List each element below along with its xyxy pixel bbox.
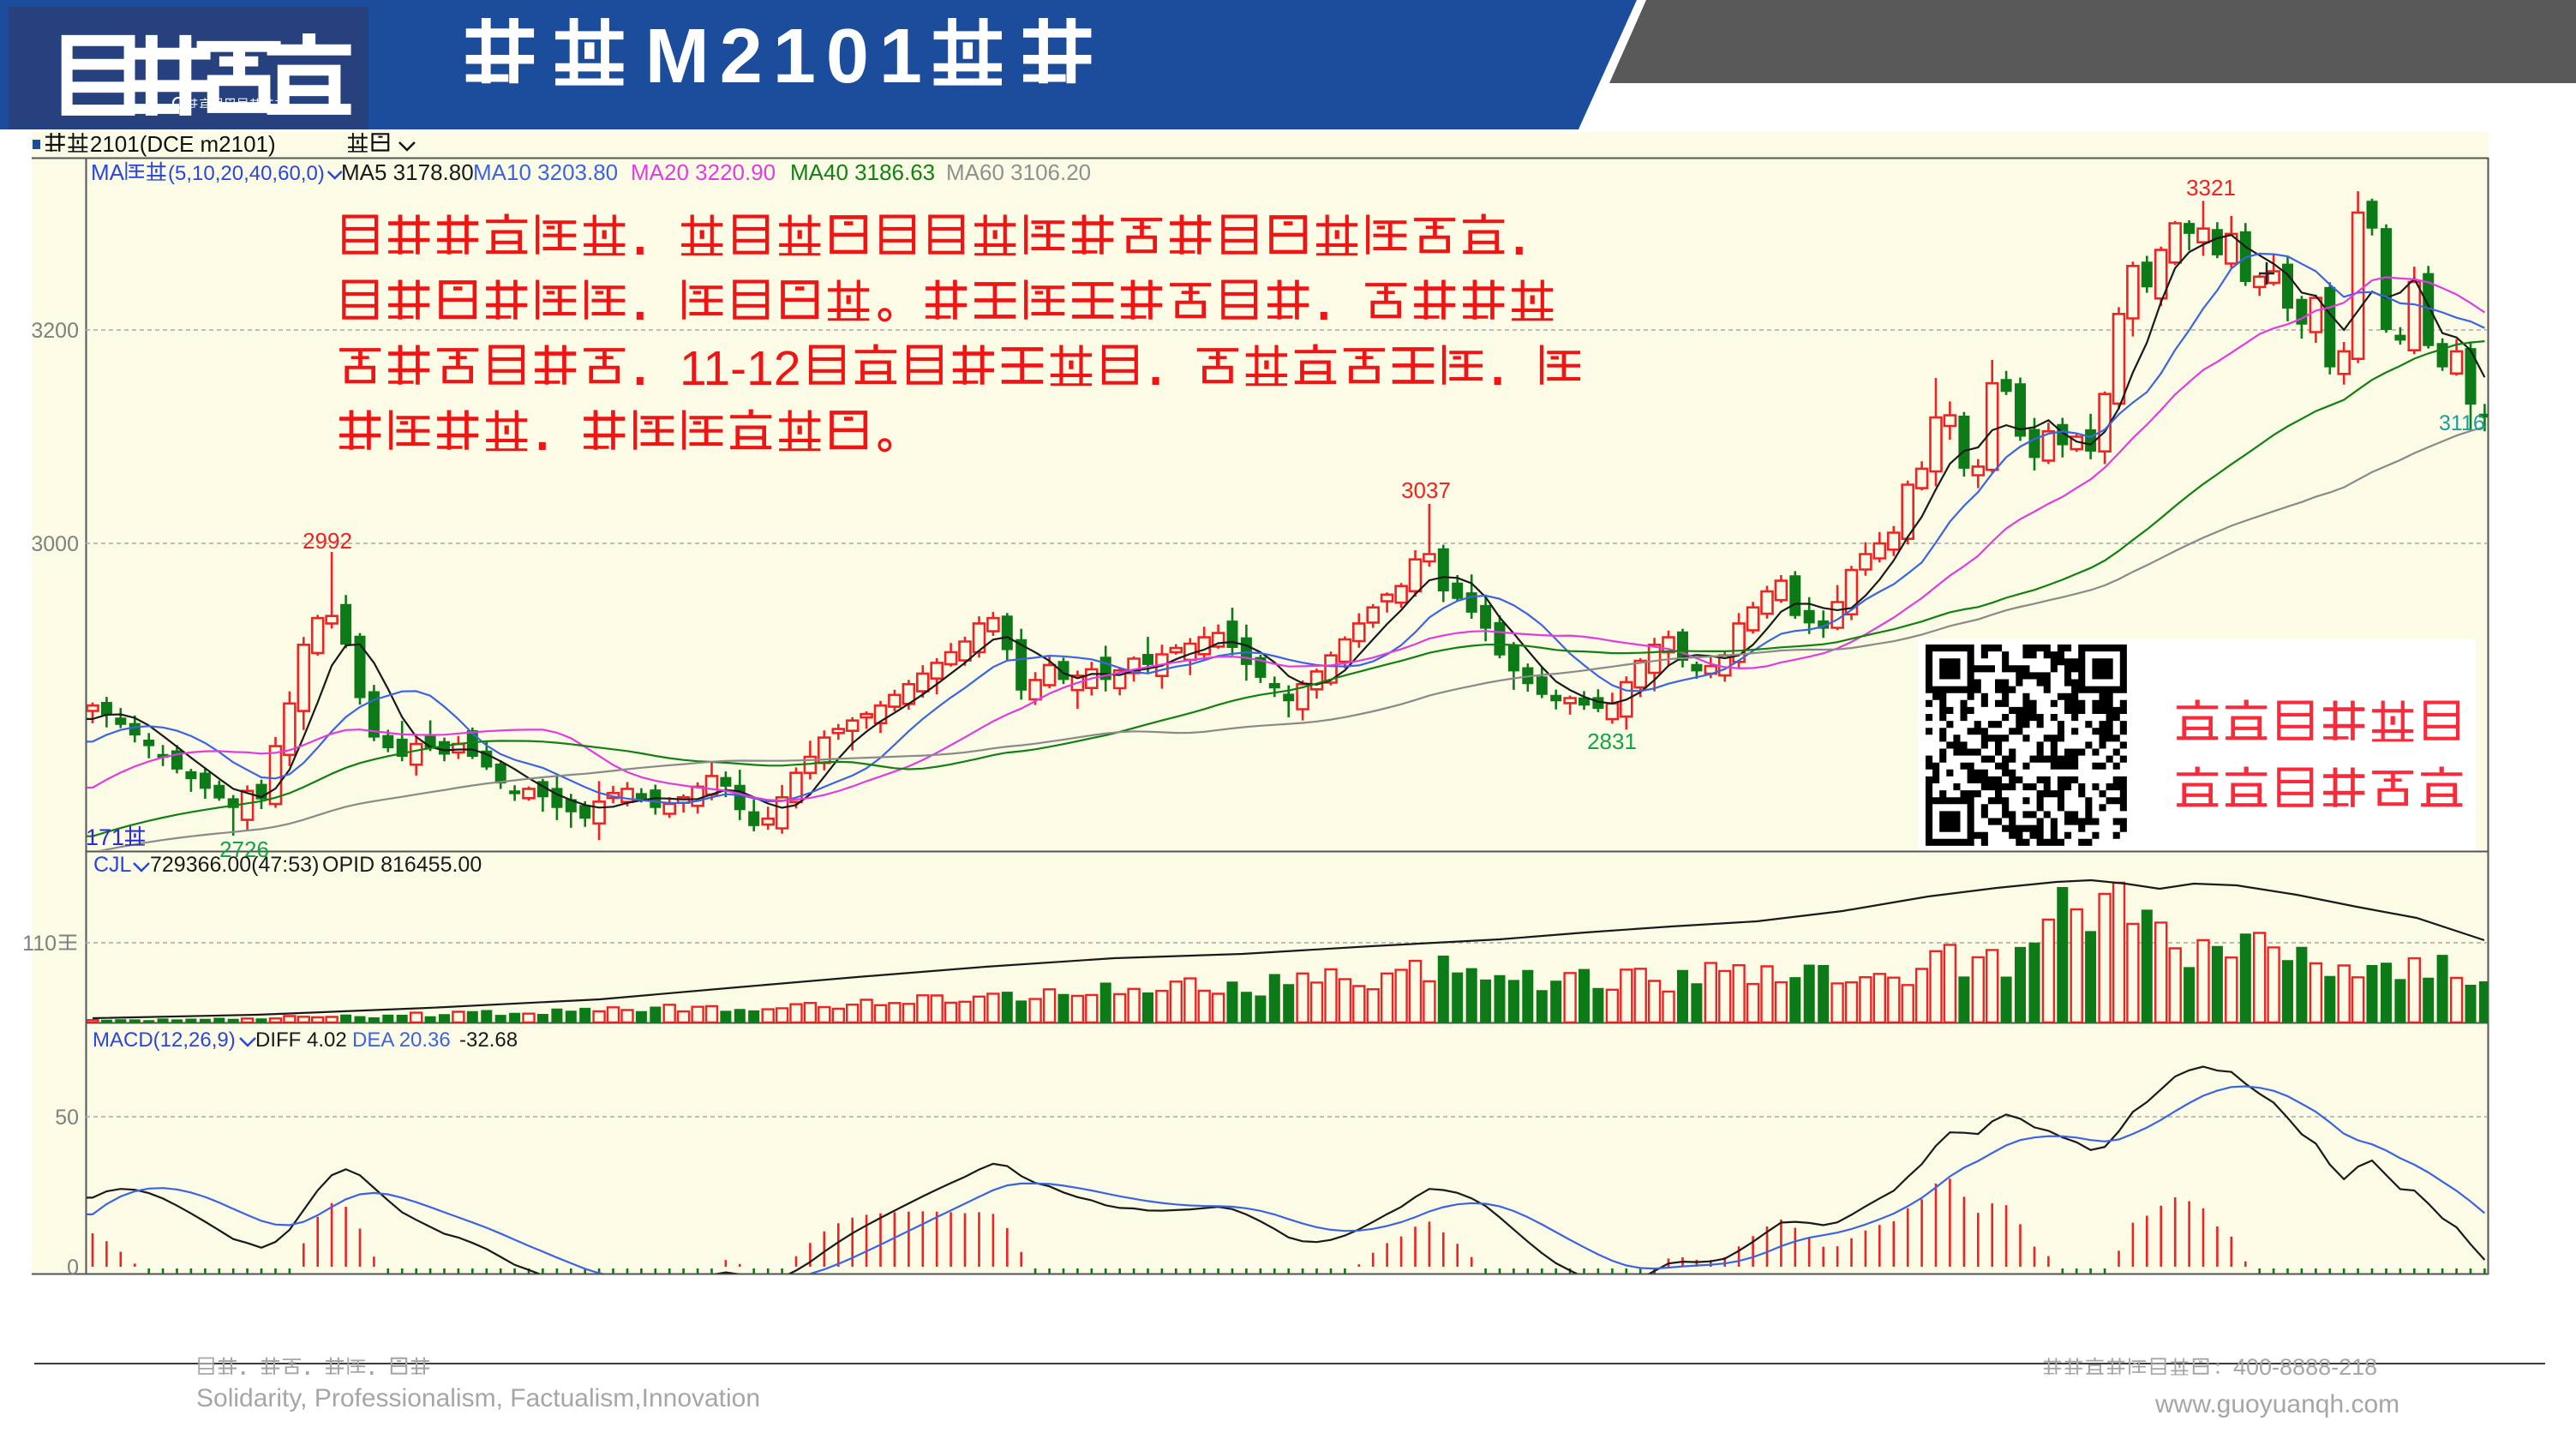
svg-text:2101(DCE m2101): 2101(DCE m2101) <box>90 131 276 157</box>
svg-text:-32.68: -32.68 <box>459 1028 518 1052</box>
svg-text:MA60 3106.20: MA60 3106.20 <box>946 159 1091 185</box>
svg-text:3116: 3116 <box>2439 411 2485 435</box>
svg-text:MA40 3186.63: MA40 3186.63 <box>790 159 935 185</box>
svg-text:www.guoyuanqh.com: www.guoyuanqh.com <box>2154 1390 2399 1418</box>
svg-text:0: 0 <box>67 1256 79 1280</box>
svg-text:MA5 3178.80: MA5 3178.80 <box>341 159 474 185</box>
svg-text:DEA 20.36: DEA 20.36 <box>352 1028 451 1052</box>
svg-text:171: 171 <box>86 824 124 850</box>
svg-text:OPID 816455.00: OPID 816455.00 <box>322 853 482 877</box>
svg-text:2726: 2726 <box>219 836 269 862</box>
svg-text:729366.00(47:53): 729366.00(47:53) <box>150 853 319 877</box>
svg-text:2992: 2992 <box>303 528 352 554</box>
svg-text:50: 50 <box>55 1106 79 1130</box>
svg-text:Solidarity, Professionalism, F: Solidarity, Professionalism, Factualism,… <box>196 1384 760 1412</box>
svg-text:3037: 3037 <box>1401 477 1451 503</box>
svg-text:MACD(12,26,9): MACD(12,26,9) <box>93 1028 236 1052</box>
svg-text:110: 110 <box>22 932 57 956</box>
svg-text:CJL: CJL <box>93 853 132 877</box>
svg-text:3200: 3200 <box>31 319 79 343</box>
svg-text:3321: 3321 <box>2186 175 2236 201</box>
svg-text:(5,10,20,40,60,0): (5,10,20,40,60,0) <box>168 162 325 185</box>
svg-text:2831: 2831 <box>1587 728 1637 754</box>
svg-text:DIFF 4.02: DIFF 4.02 <box>255 1028 347 1052</box>
svg-text:3000: 3000 <box>31 532 79 556</box>
svg-text:MA20 3220.90: MA20 3220.90 <box>631 159 776 185</box>
svg-text:M2101: M2101 <box>645 14 932 99</box>
svg-text:11-12: 11-12 <box>680 341 801 396</box>
svg-text:MA: MA <box>91 159 125 185</box>
svg-text:MA10 3203.80: MA10 3203.80 <box>473 159 618 185</box>
svg-text:400-8888-218: 400-8888-218 <box>2233 1354 2377 1380</box>
